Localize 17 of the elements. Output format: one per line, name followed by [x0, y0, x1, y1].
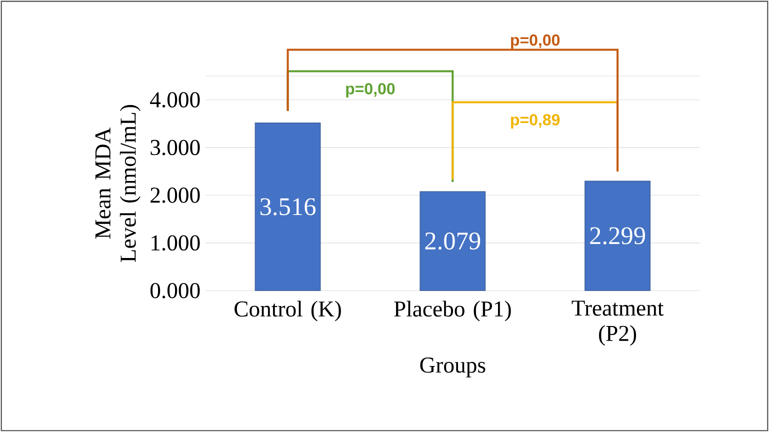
x-tick-label: Control (K)	[234, 300, 341, 322]
text: p=0,00	[511, 34, 560, 49]
annotation: p=0,89	[511, 114, 560, 129]
x-tick-label: Placebo (P1)	[394, 300, 511, 322]
bar	[420, 191, 486, 291]
y-axis-title: Mean MDA Level (nmol/mL)	[95, 104, 140, 262]
x-tick-label: Treatment (P2)	[572, 300, 664, 346]
annotation: p=0,00	[346, 83, 395, 98]
data-label: 2.299	[590, 227, 646, 244]
y-tick-label: 0.000	[150, 282, 200, 298]
y-tick-label: 2.000	[150, 188, 200, 203]
y-tick-label: 1.000	[152, 235, 200, 251]
y-tick-label: 4.000	[150, 92, 200, 108]
y-tick-label: 3.000	[150, 140, 200, 156]
data-label: 3.516	[260, 198, 316, 216]
data-label: 2.079	[425, 232, 480, 250]
x-axis-title: Groups	[420, 358, 486, 378]
